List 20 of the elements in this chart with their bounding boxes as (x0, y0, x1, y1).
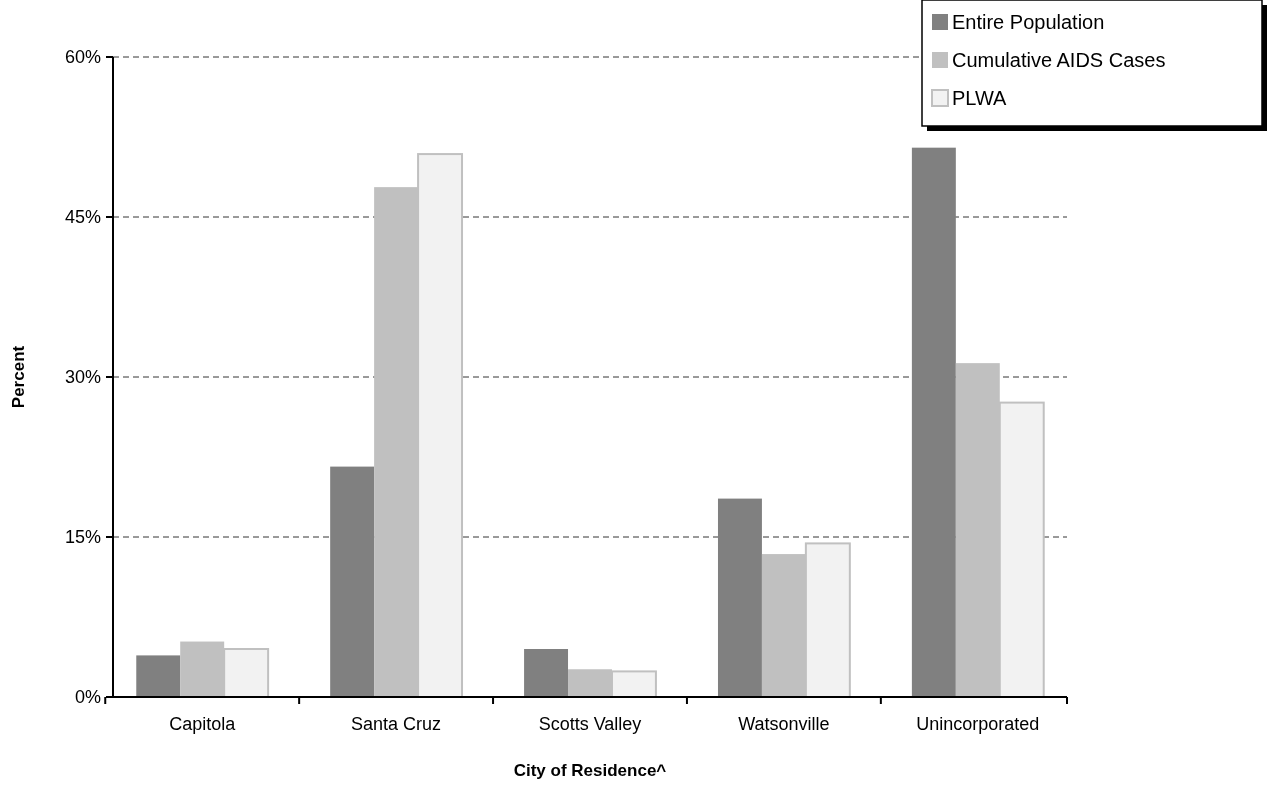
y-tick-label: 0% (74, 687, 101, 708)
x-tick-label: Santa Cruz (351, 714, 442, 734)
y-tick-label: 45% (64, 207, 101, 228)
bar (136, 655, 181, 697)
y-tick-label: 15% (64, 527, 101, 548)
x-tick-label: Watsonville (738, 714, 830, 734)
x-tick-label: Unincorporated (916, 714, 1040, 734)
bar (330, 466, 375, 697)
bar (911, 147, 956, 697)
y-tick-label: 30% (64, 367, 101, 388)
x-tick-label: Capitola (169, 714, 237, 734)
y-axis-title: Percent (9, 345, 28, 409)
bar (524, 649, 569, 697)
x-tick-label: Scotts Valley (538, 714, 642, 734)
y-tick-label: 60% (64, 47, 101, 68)
legend-label: Entire Population (952, 11, 1105, 33)
legend-label: PLWA (952, 87, 1008, 109)
bar (717, 498, 762, 697)
legend-label: Cumulative AIDS Cases (952, 49, 1166, 71)
x-axis-title: City of Residence^ (513, 761, 667, 780)
